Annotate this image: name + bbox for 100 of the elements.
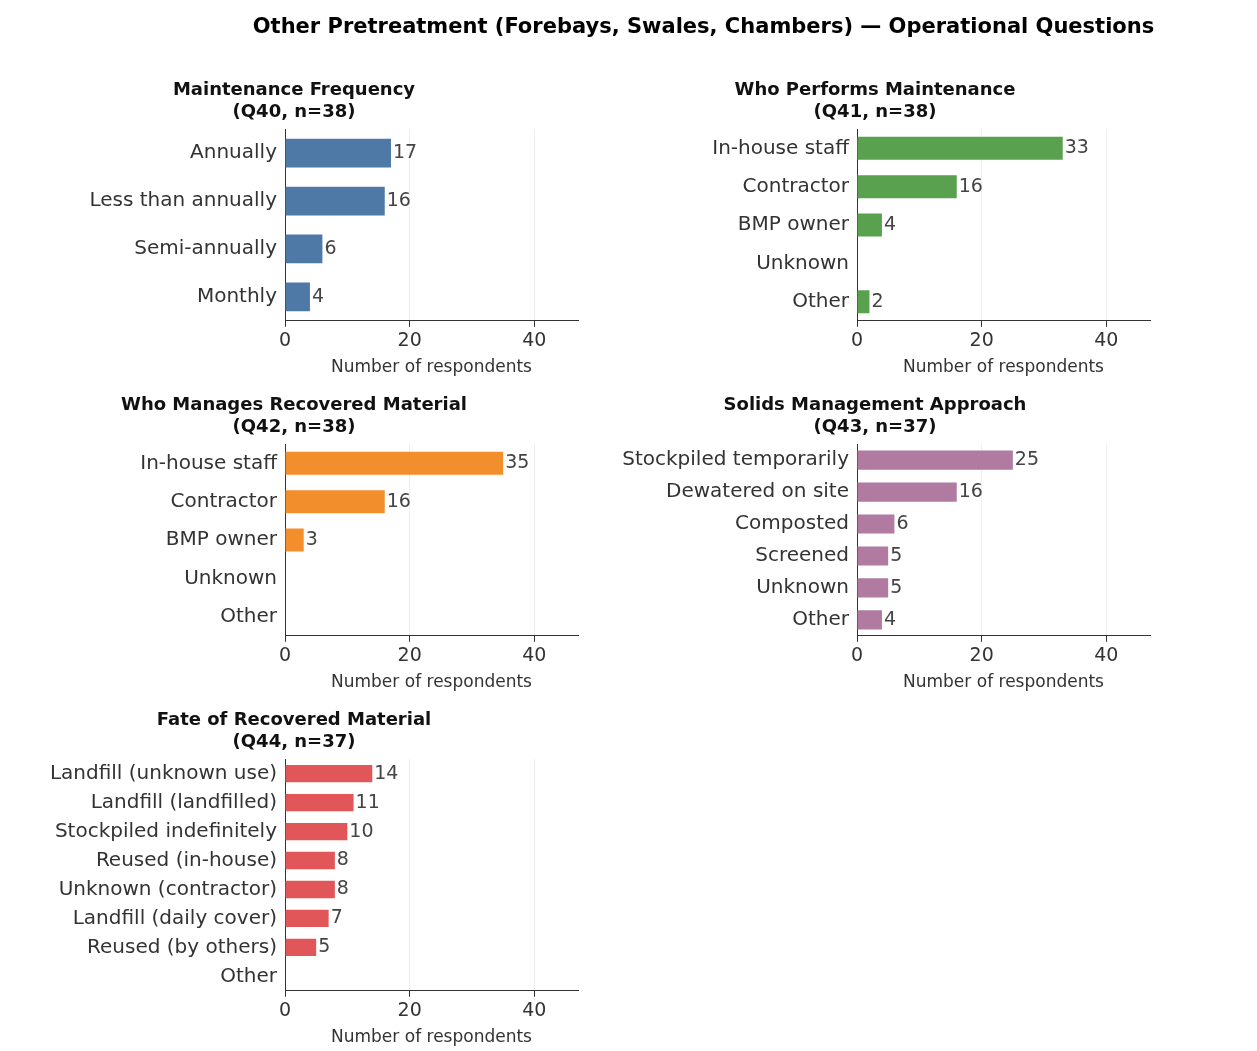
chart-title: Who Performs Maintenance — [734, 78, 1016, 100]
text: Other Pretreatment (Forebays, Swales, Chambers) — Operational Questions — [251, 14, 1156, 38]
data-label: 14 — [374, 760, 399, 783]
x-tick-label: 20 — [397, 643, 422, 666]
data-label: 16 — [386, 187, 411, 210]
x-tick-label: 20 — [397, 328, 422, 351]
bar — [285, 451, 504, 475]
x-tick-label: 40 — [1094, 643, 1119, 666]
data-label: 4 — [311, 283, 325, 306]
y-tick-label: Other — [220, 962, 278, 987]
bar — [285, 880, 335, 899]
x-tick-label: 40 — [522, 998, 547, 1021]
y-tick-label: Unknown (contractor) — [58, 875, 277, 900]
x-tick-label: 20 — [969, 328, 994, 351]
data-label: 33 — [1064, 135, 1089, 158]
data-label: 3 — [305, 526, 318, 549]
data-label: 7 — [330, 905, 343, 928]
data-label: 4 — [883, 211, 897, 234]
bar — [857, 578, 889, 598]
data-label: 2 — [871, 288, 884, 311]
data-label: 8 — [336, 876, 349, 899]
data-label: 6 — [324, 235, 337, 258]
y-tick-label: Stockpiled indefinitely — [54, 817, 278, 842]
x-tick-label: 0 — [850, 328, 864, 351]
y-tick-label: Landfill (unknown use) — [49, 759, 277, 784]
y-tick-label: Reused (in-house) — [95, 846, 277, 871]
data-label: 35 — [505, 450, 530, 473]
data-label: 5 — [890, 542, 903, 565]
data-label: 25 — [1014, 447, 1040, 470]
data-label: 8 — [336, 847, 349, 870]
data-label: 10 — [349, 818, 374, 841]
y-tick-label: Other — [220, 602, 278, 627]
y-tick-label: Screened — [755, 542, 849, 567]
data-label: 16 — [386, 488, 411, 511]
y-tick-label: Stockpiled temporarily — [622, 446, 850, 471]
y-tick-label: Semi-annually — [134, 235, 278, 260]
y-tick-label: Other — [792, 606, 850, 631]
chart-title: Maintenance Frequency — [172, 78, 416, 100]
bar — [857, 450, 1013, 470]
data-label: 16 — [958, 173, 983, 196]
x-axis-title: Number of respondents — [331, 356, 533, 377]
data-label: 4 — [883, 606, 897, 629]
x-axis-title: Number of respondents — [903, 356, 1105, 377]
y-tick-label: Less than annually — [89, 187, 278, 212]
bar — [857, 610, 882, 630]
y-tick-label: Reused (by others) — [87, 933, 277, 958]
y-tick-label: Other — [792, 287, 850, 312]
bar — [285, 851, 335, 870]
x-tick-label: 0 — [278, 643, 292, 666]
y-tick-label: In-house staff — [140, 449, 279, 474]
y-tick-label: Landfill (landfilled) — [90, 788, 277, 813]
bar — [285, 909, 329, 928]
bar — [857, 546, 889, 566]
bar — [285, 793, 354, 812]
y-tick-label: BMP owner — [165, 526, 278, 551]
y-tick-label: In-house staff — [712, 134, 851, 159]
chart-subtitle: (Q44, n=37) — [232, 730, 356, 752]
x-tick-label: 0 — [850, 643, 864, 666]
y-tick-label: Monthly — [196, 283, 278, 308]
x-tick-label: 40 — [522, 643, 547, 666]
data-label: 16 — [958, 479, 983, 502]
bar — [857, 482, 957, 502]
data-label: 6 — [896, 510, 909, 533]
data-label: 17 — [392, 140, 418, 163]
data-label: 5 — [318, 934, 331, 957]
bar — [285, 490, 385, 514]
data-label: 11 — [355, 789, 380, 812]
bar — [285, 282, 310, 312]
bar — [285, 528, 304, 552]
y-tick-label: Composted — [735, 510, 849, 535]
chart-subtitle: (Q40, n=38) — [232, 100, 356, 122]
bar — [285, 764, 373, 783]
x-axis-title: Number of respondents — [331, 671, 533, 692]
y-tick-label: Unknown — [184, 564, 277, 589]
bar — [285, 822, 348, 841]
chart-subtitle: (Q41, n=38) — [813, 100, 937, 122]
bar — [285, 138, 391, 168]
bar — [857, 175, 957, 199]
data-label: 5 — [890, 574, 903, 597]
x-axis-title: Number of respondents — [331, 1026, 533, 1047]
x-tick-label: 40 — [1094, 328, 1119, 351]
chart-title: Who Manages Recovered Material — [121, 393, 467, 415]
bar — [285, 186, 385, 216]
bar — [857, 136, 1063, 160]
bar — [857, 213, 882, 237]
y-tick-label: Unknown — [756, 249, 849, 274]
chart-subtitle: (Q43, n=37) — [813, 415, 937, 437]
chart-title: Solids Management Approach — [723, 393, 1027, 415]
bar — [285, 234, 323, 264]
x-tick-label: 20 — [397, 998, 422, 1021]
y-tick-label: Unknown — [756, 574, 849, 599]
chart-subtitle: (Q42, n=38) — [232, 415, 356, 437]
y-tick-label: Landfill (daily cover) — [72, 904, 277, 929]
x-tick-label: 0 — [278, 998, 292, 1021]
bar — [857, 514, 895, 534]
x-tick-label: 40 — [522, 328, 547, 351]
x-tick-label: 20 — [969, 643, 994, 666]
y-tick-label: BMP owner — [737, 211, 850, 236]
bar — [285, 938, 317, 957]
y-tick-label: Contractor — [742, 172, 850, 197]
